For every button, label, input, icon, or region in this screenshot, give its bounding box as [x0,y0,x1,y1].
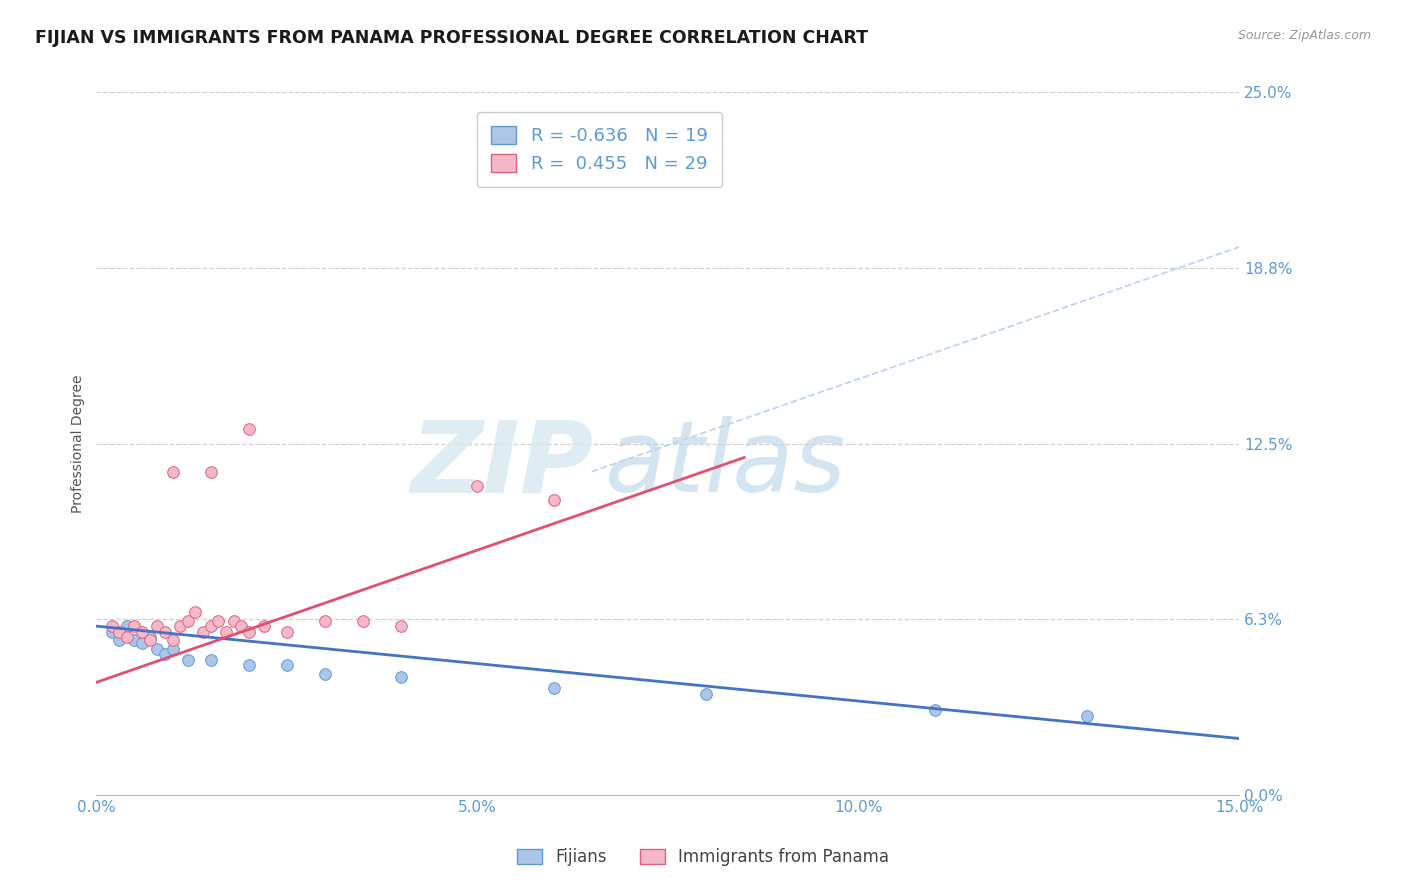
Point [131,624,153,639]
Point [222,614,245,628]
Point [276,624,298,639]
Point [924,703,946,717]
Point [191,624,214,639]
Point [162,641,184,656]
Point [146,619,169,633]
Text: atlas: atlas [605,416,846,513]
Point [124,633,146,648]
Point [352,614,374,628]
Legend: R = -0.636   N = 19, R =  0.455   N = 29: R = -0.636 N = 19, R = 0.455 N = 29 [477,112,723,187]
Point [200,465,222,479]
Point [207,614,229,628]
Point [131,636,153,650]
Y-axis label: Professional Degree: Professional Degree [72,375,86,513]
Text: ZIP: ZIP [411,416,593,513]
Point [543,492,565,507]
Point [138,633,160,648]
Point [314,666,336,681]
Point [108,633,131,648]
Point [238,422,260,436]
Point [238,624,260,639]
Point [215,624,238,639]
Point [543,681,565,695]
Point [115,619,138,633]
Point [100,624,122,639]
Point [467,478,489,492]
Point [389,619,412,633]
Point [184,605,207,619]
Point [200,653,222,667]
Point [238,658,260,673]
Point [200,619,222,633]
Point [695,687,717,701]
Point [169,619,191,633]
Point [108,624,131,639]
Point [389,670,412,684]
Text: FIJIAN VS IMMIGRANTS FROM PANAMA PROFESSIONAL DEGREE CORRELATION CHART: FIJIAN VS IMMIGRANTS FROM PANAMA PROFESS… [35,29,868,46]
Point [153,624,176,639]
Point [162,465,184,479]
Point [153,647,176,661]
Point [276,658,298,673]
Point [253,619,276,633]
Point [138,631,160,645]
Text: Source: ZipAtlas.com: Source: ZipAtlas.com [1237,29,1371,42]
Point [231,619,253,633]
Point [162,633,184,648]
Point [124,619,146,633]
Legend: Fijians, Immigrants from Panama: Fijians, Immigrants from Panama [510,842,896,873]
Point [115,631,138,645]
Point [100,619,122,633]
Point [1076,709,1098,723]
Point [314,614,336,628]
Point [177,653,200,667]
Point [146,641,169,656]
Point [177,614,200,628]
